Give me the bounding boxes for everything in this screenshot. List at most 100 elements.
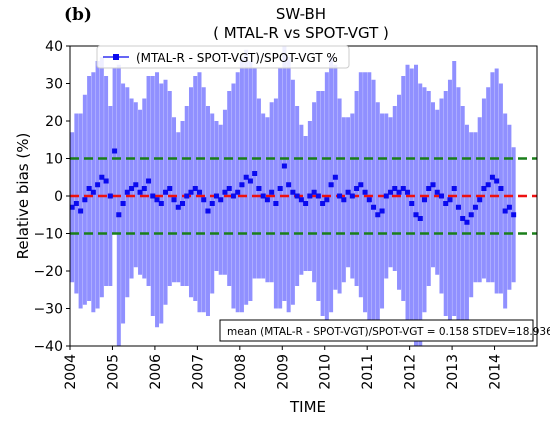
annotation-text: mean (MTAL-R - SPOT-VGT)/SPOT-VGT = 0.15… [227, 326, 550, 338]
y-tick-label: 20 [45, 114, 63, 130]
data-point [485, 182, 491, 188]
y-tick-label: 10 [45, 152, 63, 168]
x-tick-label: 2012 [403, 354, 419, 390]
data-point [320, 201, 326, 206]
legend: (MTAL-R - SPOT-VGT)/SPOT-VGT % [96, 45, 350, 69]
data-point [303, 201, 309, 206]
data-point [396, 189, 402, 195]
data-point [86, 186, 92, 191]
data-point [107, 193, 113, 199]
data-point [281, 163, 287, 169]
data-point [201, 197, 207, 203]
data-point [277, 186, 283, 191]
data-point [477, 197, 483, 203]
data-point [392, 186, 398, 191]
data-point [468, 212, 474, 218]
x-axis-label: TIME [289, 398, 326, 416]
y-tick-label: −30 [33, 302, 63, 318]
data-point [269, 189, 275, 195]
y-tick-label: −10 [33, 227, 63, 243]
data-point [188, 189, 194, 195]
data-point [90, 189, 96, 195]
data-point [69, 204, 75, 210]
data-point [388, 189, 394, 195]
y-tick-label: 0 [54, 189, 63, 205]
data-point [247, 178, 253, 184]
data-point [120, 201, 126, 206]
data-point [252, 171, 258, 176]
data-point [417, 216, 423, 221]
data-point [124, 189, 130, 195]
data-point [362, 189, 368, 195]
x-tick-label: 2009 [275, 354, 291, 390]
data-point [184, 193, 190, 199]
data-point [451, 186, 457, 191]
data-point [286, 182, 292, 188]
x-tick-label: 2008 [233, 354, 249, 390]
annotation: mean (MTAL-R - SPOT-VGT)/SPOT-VGT = 0.15… [219, 319, 550, 342]
data-point [464, 219, 470, 225]
data-point [434, 189, 440, 195]
x-tick-label: 2006 [148, 354, 164, 390]
panel-label: (b) [64, 5, 92, 25]
data-point [218, 197, 224, 203]
data-point [112, 148, 118, 154]
data-point [494, 178, 500, 184]
data-point [511, 212, 517, 218]
data-point [421, 197, 427, 203]
data-point [400, 186, 406, 191]
data-point [171, 197, 177, 203]
annotation-box [219, 319, 534, 342]
data-point [324, 197, 330, 203]
data-point [455, 204, 461, 210]
data-point [78, 208, 84, 214]
data-point [235, 189, 241, 195]
y-axis-label: Relative bias (%) [14, 133, 32, 260]
y-tick-label: −40 [33, 339, 63, 355]
plot-area [69, 46, 537, 346]
x-tick-label: 2005 [105, 354, 121, 390]
data-point [328, 182, 334, 188]
data-point [260, 193, 266, 199]
data-point [498, 186, 504, 191]
data-point [163, 189, 169, 195]
data-point [205, 208, 211, 214]
data-point [354, 186, 360, 191]
data-point [230, 193, 236, 199]
data-point [426, 186, 432, 191]
data-point [95, 182, 101, 188]
x-tick-label: 2014 [488, 354, 504, 390]
data-point [129, 186, 135, 191]
chart-subtitle: ( MTAL-R vs SPOT-VGT ) [213, 24, 389, 42]
data-point [443, 201, 449, 206]
data-point [409, 201, 415, 206]
data-point [383, 193, 389, 199]
data-point [337, 193, 343, 199]
data-point [438, 193, 444, 199]
data-point [460, 216, 466, 221]
data-point [150, 193, 156, 199]
data-point [213, 193, 219, 199]
data-point [273, 201, 279, 206]
panel-label-text: (b) [64, 5, 92, 25]
data-point [116, 212, 122, 218]
data-point [82, 197, 88, 203]
data-point [332, 174, 338, 180]
data-point [379, 208, 385, 214]
data-point [99, 174, 105, 180]
data-point [405, 189, 411, 195]
data-point [489, 174, 495, 180]
data-point [472, 204, 478, 210]
data-point [264, 197, 270, 203]
y-tick-label: −20 [33, 264, 63, 280]
data-point [298, 197, 304, 203]
data-point [307, 193, 313, 199]
data-point [137, 189, 143, 195]
data-point [141, 186, 147, 191]
data-point [366, 197, 372, 203]
data-point [447, 197, 453, 203]
data-point [158, 201, 164, 206]
data-point [154, 197, 160, 203]
data-point [315, 193, 321, 199]
